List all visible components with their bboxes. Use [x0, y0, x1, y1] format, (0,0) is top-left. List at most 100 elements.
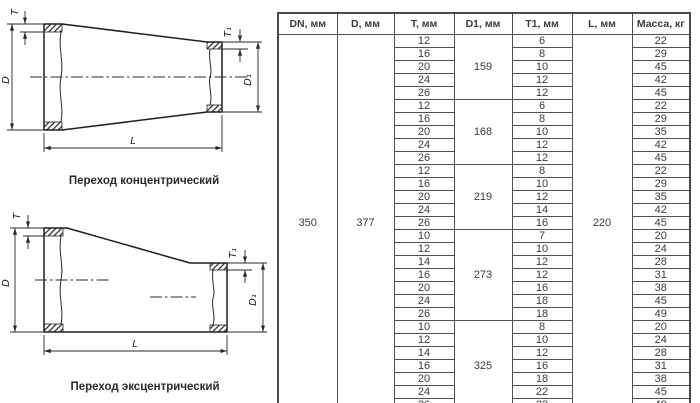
- cell-d1: 219: [453, 164, 513, 230]
- cell-mass: 29: [631, 47, 691, 61]
- cell-t1: 12: [511, 268, 573, 282]
- cell-t: 12: [393, 164, 455, 178]
- cell-t: 26: [393, 151, 455, 165]
- cell-t: 16: [393, 112, 455, 126]
- table-row: 20 12 35: [278, 190, 691, 204]
- cell-mass: 45: [631, 86, 691, 100]
- cell-t: 20: [393, 125, 455, 139]
- concentric-caption: Переход концентрический: [69, 175, 219, 187]
- table-row: 20 10 35: [278, 125, 691, 139]
- cell-mass: 29: [631, 177, 691, 191]
- cell-t: 16: [393, 177, 455, 191]
- cell-t: 10: [393, 320, 455, 334]
- cell-t1: 12: [511, 73, 573, 87]
- cell-mass: 24: [631, 333, 691, 347]
- cell-t1: 14: [511, 203, 573, 217]
- cell-t1: 8: [511, 164, 573, 178]
- eccentric-weld-hatch: [43, 227, 228, 333]
- table-row: 12 10 24: [278, 242, 691, 256]
- cell-mass: 31: [631, 268, 691, 282]
- cell-t1: 16: [511, 216, 573, 230]
- concentric-dimension-lines: [7, 11, 262, 152]
- eccentric-diagram: T D T₁ D₁ L Переход эксцентрический: [1, 212, 267, 393]
- cell-t: 12: [393, 99, 455, 113]
- eccentric-dim-label-t: T: [12, 212, 23, 219]
- eccentric-dimension-lines: [10, 215, 267, 355]
- cell-dn: 350: [277, 34, 338, 403]
- dimensions-table: DN, мм D, мм T, мм D1, мм T1, мм L, мм М…: [277, 12, 691, 403]
- col-header-d: D, мм: [336, 12, 395, 35]
- cell-t1: 18: [511, 372, 573, 386]
- eccentric-centerlines: [35, 279, 196, 298]
- eccentric-caption: Переход эксцентрический: [70, 381, 219, 393]
- cell-d1: 159: [453, 34, 513, 100]
- cell-t: 26: [393, 86, 455, 100]
- table-row: 16 8 29: [278, 47, 691, 61]
- concentric-dim-label-t: T: [10, 8, 21, 15]
- cell-t1: 12: [511, 151, 573, 165]
- cell-t1: 12: [511, 346, 573, 360]
- table-row: 10 273 7 20: [278, 229, 691, 321]
- cell-t: 12: [393, 242, 455, 256]
- table-row: 350 377 12 159 6 220 22: [277, 34, 691, 403]
- cell-mass: 24: [631, 242, 691, 256]
- table-row: 10 325 8 20: [278, 320, 691, 403]
- cell-t1: 8: [511, 320, 573, 334]
- cell-mass: 45: [631, 151, 691, 165]
- table-row: 26 16 45: [278, 216, 691, 230]
- cell-t1: 10: [511, 177, 573, 191]
- table-row: 20 18 38: [278, 372, 691, 386]
- cell-t: 26: [393, 307, 455, 321]
- concentric-diagram: T D T₁ D₁ L Переход концентрический: [1, 8, 262, 187]
- cell-t1: 12: [511, 255, 573, 269]
- cell-mass: 49: [631, 398, 691, 403]
- col-header-d1: D1, мм: [453, 12, 513, 35]
- table-row: 12 168 6 22: [278, 99, 691, 165]
- cell-mass: 45: [631, 60, 691, 74]
- cell-d: 377: [336, 34, 395, 403]
- table-row: 24 22 45: [278, 385, 691, 399]
- eccentric-dim-label-d1: D₁: [248, 294, 259, 306]
- cell-mass: 42: [631, 203, 691, 217]
- cell-t: 24: [393, 73, 455, 87]
- cell-d1: 273: [453, 229, 513, 321]
- cell-mass: 35: [631, 190, 691, 204]
- cell-t: 12: [393, 34, 455, 48]
- cell-mass: 45: [631, 385, 691, 399]
- cell-t: 14: [393, 346, 455, 360]
- cell-mass: 28: [631, 255, 691, 269]
- table-row: 20 16 38: [278, 281, 691, 295]
- cell-mass: 20: [631, 229, 691, 243]
- cell-mass: 49: [631, 307, 691, 321]
- cell-mass: 42: [631, 73, 691, 87]
- cell-d1: 325: [453, 320, 513, 403]
- table-row: 24 14 42: [278, 203, 691, 217]
- concentric-weld-hatch: [43, 23, 223, 131]
- cell-mass: 35: [631, 125, 691, 139]
- cell-t1: 16: [511, 359, 573, 373]
- table-row: 26 12 45: [278, 151, 691, 165]
- cell-l: 220: [571, 34, 633, 403]
- cell-t1: 12: [511, 86, 573, 100]
- table-row: 12 10 24: [278, 333, 691, 347]
- cell-mass: 29: [631, 112, 691, 126]
- cell-t: 12: [393, 333, 455, 347]
- cell-t1: 6: [511, 99, 573, 113]
- header-row: DN, мм D, мм T, мм D1, мм T1, мм L, мм М…: [277, 12, 691, 35]
- table-row: 26 18 49: [278, 307, 691, 321]
- cell-t1: 10: [511, 125, 573, 139]
- cell-t1: 10: [511, 242, 573, 256]
- cell-t1: 22: [511, 398, 573, 403]
- cell-t: 20: [393, 372, 455, 386]
- cell-t: 20: [393, 190, 455, 204]
- cell-mass: 28: [631, 346, 691, 360]
- cell-mass: 42: [631, 138, 691, 152]
- cell-t1: 18: [511, 307, 573, 321]
- cell-t: 24: [393, 294, 455, 308]
- cell-t: 16: [393, 359, 455, 373]
- cell-t: 16: [393, 268, 455, 282]
- cell-t: 24: [393, 385, 455, 399]
- col-header-t: T, мм: [393, 12, 455, 35]
- cell-t: 26: [393, 216, 455, 230]
